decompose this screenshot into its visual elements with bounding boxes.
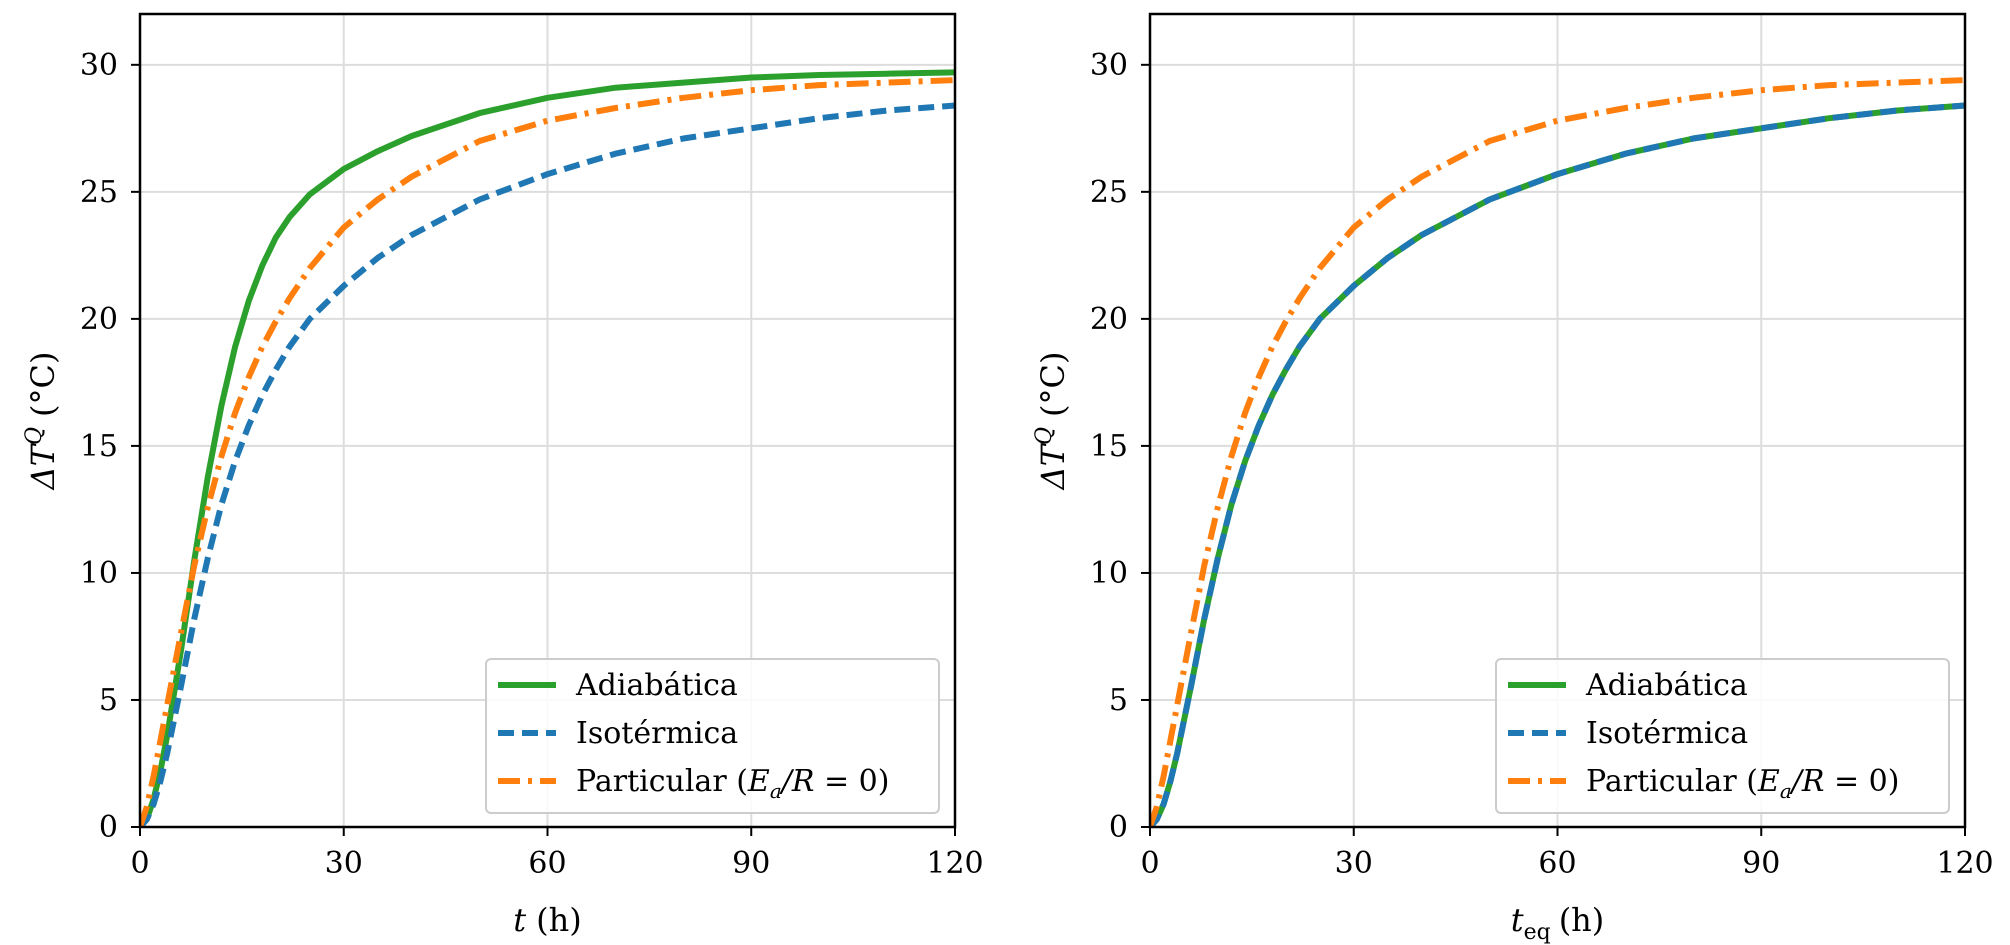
y-tick-label: 0 — [1109, 810, 1128, 845]
x-axis-label: t (h) — [513, 901, 581, 939]
legend-label-particular: Particular (Ea/R = 0) — [1586, 764, 1899, 803]
y-axis-superscript: Q — [22, 427, 47, 445]
y-tick-label: 30 — [80, 48, 118, 83]
x-tick-label: 30 — [1335, 846, 1373, 881]
x-axis-subscript: eq — [1524, 920, 1551, 945]
x-tick-label: 0 — [130, 846, 149, 881]
legend-math-sub: a — [1780, 779, 1792, 803]
x-axis-unit: (h) — [1559, 901, 1605, 939]
y-tick-label: 15 — [1090, 429, 1128, 464]
legend-label-isotermica: Isotérmica — [576, 716, 738, 751]
series-line-adiabatica — [140, 69, 955, 827]
x-tick-label: 0 — [1140, 846, 1159, 881]
x-tick-label: 60 — [1538, 846, 1576, 881]
x-tick-label: 30 — [325, 846, 363, 881]
x-axis-unit: (h) — [536, 901, 582, 939]
y-axis-superscript: Q — [1032, 427, 1057, 445]
right-chart-panel: 0 30 60 90 120 0 5 10 15 20 25 30 teq (h) ΔTQ (°C) Adiab… — [1032, 12, 1994, 945]
legend-math-sub: a — [770, 779, 782, 803]
x-axis-label: teq (h) — [1511, 901, 1605, 945]
legend: Adiabática Isotérmica Particular (Ea/R = 0… — [485, 658, 940, 814]
legend-box — [485, 658, 940, 814]
x-tick-label: 120 — [1936, 846, 1993, 881]
y-axis-unit: (°C) — [1034, 352, 1072, 417]
y-axis-label: ΔTQ (°C) — [22, 352, 62, 492]
y-axis-unit: (°C) — [24, 352, 62, 417]
legend-math-e: E — [747, 764, 770, 799]
y-tick-label: 20 — [80, 302, 118, 337]
legend-label-isotermica: Isotérmica — [1586, 716, 1748, 751]
y-axis-variable: ΔT — [1034, 442, 1072, 491]
legend: Adiabática Isotérmica Particular (Ea/R = 0… — [1495, 658, 1950, 814]
series-line-particular — [140, 77, 955, 827]
legend-text-suffix: = 0) — [1824, 764, 1899, 799]
series-line-isotermica — [1150, 102, 1965, 827]
legend-label-adiabatica: Adiabática — [1585, 668, 1748, 703]
y-tick-label: 0 — [99, 810, 118, 845]
legend-label-particular: Particular (Ea/R = 0) — [576, 764, 889, 803]
y-tick-label: 15 — [80, 429, 118, 464]
y-tick-label: 30 — [1090, 48, 1128, 83]
x-tick-label: 120 — [926, 846, 983, 881]
x-tick-label: 60 — [528, 846, 566, 881]
series-line-isotermica — [140, 102, 955, 827]
series-line-particular — [1150, 77, 1965, 827]
legend-math-r: /R — [1789, 764, 1825, 799]
left-chart-panel: 0 30 60 90 120 0 5 10 15 20 25 30 t (h) ΔTQ (°C) Adiabát… — [22, 12, 984, 939]
legend-box — [1495, 658, 1950, 814]
x-tick-label: 90 — [1742, 846, 1780, 881]
legend-math-e: E — [1757, 764, 1780, 799]
x-axis-variable: t — [1511, 901, 1524, 939]
y-tick-label: 5 — [99, 683, 118, 718]
y-tick-label: 10 — [1090, 556, 1128, 591]
legend-text-prefix: Particular ( — [1586, 764, 1758, 799]
y-axis-variable: ΔT — [24, 442, 62, 491]
legend-text-suffix: = 0) — [814, 764, 889, 799]
x-axis-variable: t — [513, 901, 526, 939]
y-tick-label: 5 — [1109, 683, 1128, 718]
y-tick-label: 20 — [1090, 302, 1128, 337]
legend-label-adiabatica: Adiabática — [575, 668, 738, 703]
y-tick-label: 25 — [1090, 175, 1128, 210]
x-tick-label: 90 — [732, 846, 770, 881]
y-axis-label: ΔTQ (°C) — [1032, 352, 1072, 492]
legend-text-prefix: Particular ( — [576, 764, 748, 799]
legend-math-r: /R — [779, 764, 815, 799]
y-tick-label: 25 — [80, 175, 118, 210]
y-tick-label: 10 — [80, 556, 118, 591]
